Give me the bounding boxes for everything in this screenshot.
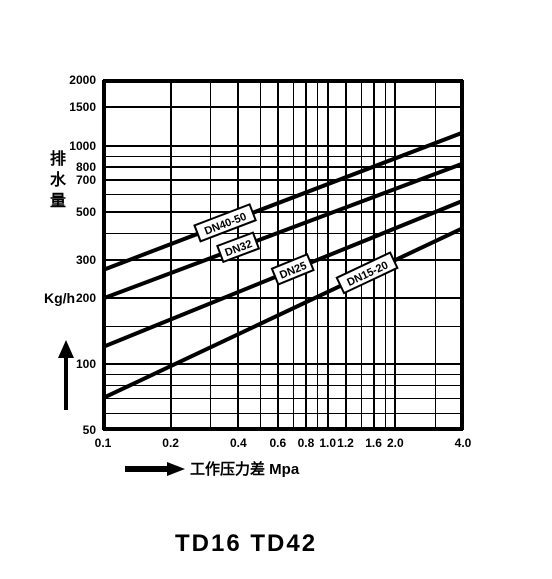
chart-area: DN40-50DN32DN25DN15-20 <box>103 80 463 430</box>
series-label-DN32: DN32 <box>217 233 259 262</box>
series-line-DN15-20 <box>103 228 463 398</box>
x-tick-label: 1.2 <box>337 436 354 450</box>
y-tick-label: 800 <box>76 160 96 174</box>
y-tick-container: 50100200300500700800100015002000 <box>0 80 100 430</box>
x-tick-label: 0.6 <box>270 436 287 450</box>
y-tick-label: 1500 <box>69 100 96 114</box>
y-tick-label: 700 <box>76 173 96 187</box>
x-tick-label: 2.0 <box>387 436 404 450</box>
chart-wrapper: 排 水 量 Kg/h DN40-50DN32DN25DN15-20 501002… <box>0 0 552 579</box>
y-tick-label: 2000 <box>69 73 96 87</box>
x-axis-title: 工作压力差 Mpa <box>190 458 299 479</box>
x-tick-label: 1.0 <box>319 436 336 450</box>
y-tick-label: 500 <box>76 205 96 219</box>
x-tick-label: 0.8 <box>298 436 315 450</box>
series-label-DN25: DN25 <box>272 254 314 284</box>
y-tick-label: 300 <box>76 253 96 267</box>
y-tick-label: 1000 <box>69 139 96 153</box>
y-tick-label: 50 <box>83 423 96 437</box>
series-svg: DN40-50DN32DN25DN15-20 <box>103 80 463 430</box>
x-tick-label: 1.6 <box>365 436 382 450</box>
x-tick-label: 0.1 <box>95 436 112 450</box>
x-tick-label: 0.2 <box>162 436 179 450</box>
bottom-title: TD16 TD42 <box>175 530 317 558</box>
x-tick-container: 0.10.20.40.60.81.01.21.62.04.0 <box>103 432 463 452</box>
series-label-DN15-20: DN15-20 <box>337 253 398 294</box>
y-tick-label: 100 <box>76 357 96 371</box>
x-tick-label: 4.0 <box>455 436 472 450</box>
x-tick-label: 0.4 <box>230 436 247 450</box>
series-line-DN40-50 <box>103 133 463 270</box>
y-tick-label: 200 <box>76 291 96 305</box>
right-arrow-icon <box>125 460 185 478</box>
